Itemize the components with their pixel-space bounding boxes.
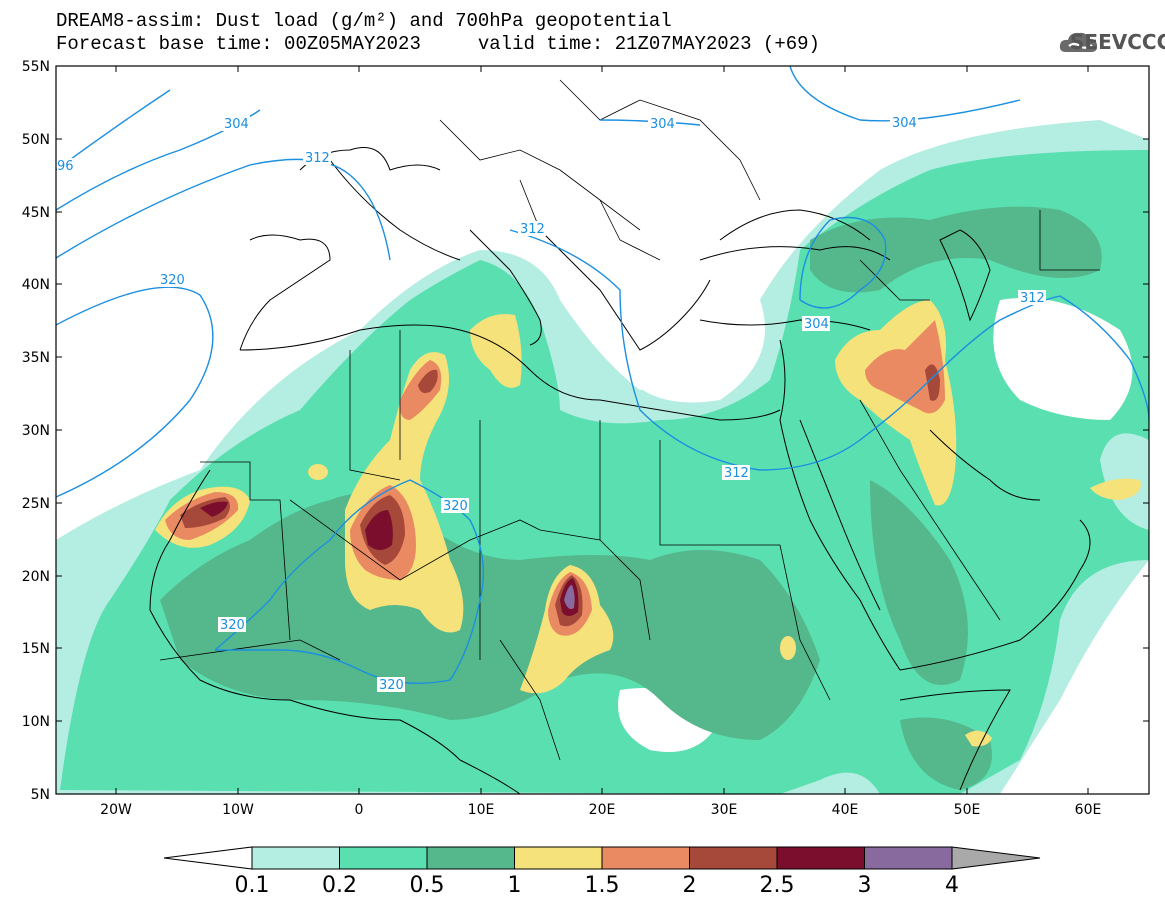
lat-label: 30N bbox=[22, 423, 50, 439]
dust-band-2.5 bbox=[365, 510, 393, 550]
colorbar-label: 3 bbox=[858, 873, 872, 898]
dust-band-1 bbox=[470, 314, 522, 388]
dust-band-1 bbox=[308, 464, 328, 480]
contour-label: 312 bbox=[1020, 291, 1045, 306]
lon-label: 50E bbox=[954, 802, 981, 818]
lon-label: 30E bbox=[711, 802, 738, 818]
colorbar-label: 1 bbox=[508, 873, 522, 898]
colorbar-low-arrow bbox=[163, 846, 253, 870]
dust-band-0.5 bbox=[870, 480, 968, 685]
lat-labels: 55N 50N 45N 40N 35N 30N 25N 20N 15N 10N … bbox=[22, 59, 50, 803]
colorbar-label: 2.5 bbox=[760, 873, 795, 898]
lat-ticks bbox=[56, 65, 1149, 722]
lat-label: 20N bbox=[22, 569, 50, 585]
dust-band-2 bbox=[418, 369, 438, 394]
lat-label: 35N bbox=[22, 350, 50, 366]
lat-label: 15N bbox=[22, 641, 50, 657]
geopotential-contours bbox=[56, 66, 1149, 684]
contour-label: 312 bbox=[520, 222, 545, 237]
lon-label: 10E bbox=[468, 802, 495, 818]
colorbar-swatch bbox=[514, 846, 603, 870]
dust-band-1 bbox=[1090, 478, 1141, 500]
dust-band-1.5 bbox=[865, 320, 945, 414]
country-borders bbox=[159, 79, 1100, 761]
colorbar-swatch bbox=[864, 846, 953, 870]
dust-band-3 bbox=[564, 585, 575, 609]
contour-304-black-sea bbox=[799, 216, 887, 309]
contour-label: 312 bbox=[724, 466, 749, 481]
contour-label: 320 bbox=[443, 499, 468, 514]
contour-label: 304 bbox=[224, 117, 249, 132]
colorbar-label: 1.5 bbox=[585, 873, 620, 898]
colorbar: 0.1 0.2 0.5 1 1.5 2 2.5 3 4 bbox=[163, 846, 1041, 898]
lon-label: 10W bbox=[222, 802, 254, 818]
colorbar-label: 0.2 bbox=[322, 873, 357, 898]
contour-label: 312 bbox=[305, 151, 330, 166]
contour-label: 304 bbox=[804, 317, 829, 332]
lon-label: 0 bbox=[355, 802, 364, 818]
coastlines bbox=[149, 147, 1091, 794]
lon-ticks bbox=[115, 66, 1089, 794]
colorbar-label: 0.5 bbox=[410, 873, 445, 898]
dust-band-2.5 bbox=[200, 501, 228, 517]
lon-label: 60E bbox=[1075, 802, 1102, 818]
colorbar-label: 4 bbox=[945, 873, 959, 898]
lat-label: 5N bbox=[31, 787, 50, 803]
colorbar-swatch bbox=[339, 846, 428, 870]
lat-label: 10N bbox=[22, 714, 50, 730]
contour-304-east bbox=[789, 66, 1021, 122]
colorbar-high-arrow bbox=[951, 846, 1041, 870]
dust-band-0.5 bbox=[160, 493, 820, 740]
contour-label: 320 bbox=[160, 273, 185, 288]
lat-label: 45N bbox=[22, 205, 50, 221]
contour-label: 96 bbox=[57, 159, 74, 174]
contour-label: 304 bbox=[650, 117, 675, 132]
contour-label: 304 bbox=[892, 116, 917, 131]
dust-band-1 bbox=[780, 636, 796, 660]
lon-label: 20E bbox=[589, 802, 616, 818]
forecast-time-line: Forecast base time: 00Z05MAY2023 valid t… bbox=[56, 33, 820, 55]
colorbar-swatch bbox=[251, 846, 340, 870]
colorbar-swatch bbox=[601, 846, 690, 870]
colorbar-swatch bbox=[689, 846, 778, 870]
contour-312-west bbox=[56, 158, 391, 261]
lon-labels: 20W 10W 0 10E 20E 30E 40E 50E 60E bbox=[100, 802, 1101, 818]
clear-area bbox=[630, 285, 765, 403]
colorbar-label: 2 bbox=[683, 873, 697, 898]
lat-label: 40N bbox=[22, 277, 50, 293]
cloud-logo-icon bbox=[1059, 32, 1098, 52]
lat-label: 55N bbox=[22, 59, 50, 75]
contour-label: 320 bbox=[220, 618, 245, 633]
map-title: DREAM8-assim: Dust load (g/m²) and 700hP… bbox=[56, 10, 672, 32]
dust-band-0.5 bbox=[810, 206, 1102, 293]
lat-label: 50N bbox=[22, 132, 50, 148]
colorbar-label: 0.1 bbox=[235, 873, 270, 898]
contour-320-sahara bbox=[214, 479, 484, 684]
contour-312-med bbox=[509, 229, 1149, 471]
contour-320-west bbox=[56, 286, 214, 498]
clear-area bbox=[993, 298, 1133, 420]
contour-labels: 304 304 304 312 312 312 312 320 320 320 … bbox=[57, 115, 1046, 693]
contour-label: 320 bbox=[379, 678, 404, 693]
colorbar-swatch bbox=[426, 846, 515, 870]
lon-label: 40E bbox=[832, 802, 859, 818]
logo-text: SEEVCCC bbox=[1070, 30, 1165, 54]
lon-label: 20W bbox=[100, 802, 132, 818]
colorbar-swatch bbox=[776, 846, 865, 870]
dust-field bbox=[56, 66, 1149, 794]
lat-label: 25N bbox=[22, 496, 50, 512]
